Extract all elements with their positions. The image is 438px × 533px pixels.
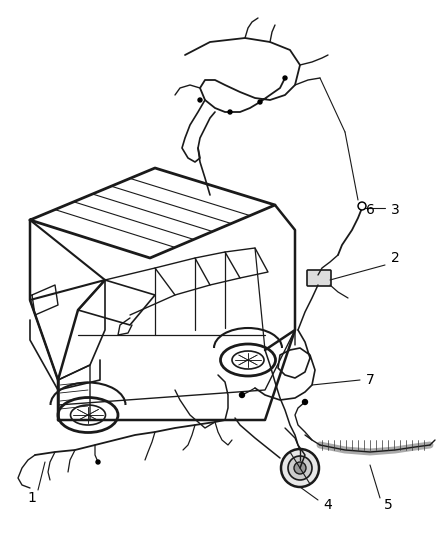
Circle shape xyxy=(360,204,364,208)
Text: 5: 5 xyxy=(384,498,392,512)
Circle shape xyxy=(303,400,307,405)
Text: 3: 3 xyxy=(391,203,399,217)
Text: 1: 1 xyxy=(28,491,36,505)
Circle shape xyxy=(228,110,232,114)
Circle shape xyxy=(258,100,262,104)
Circle shape xyxy=(358,202,366,210)
Text: 6: 6 xyxy=(366,203,374,217)
Circle shape xyxy=(283,76,287,80)
Circle shape xyxy=(96,460,100,464)
Text: 2: 2 xyxy=(391,251,399,265)
Ellipse shape xyxy=(281,449,319,487)
Ellipse shape xyxy=(288,456,312,480)
FancyBboxPatch shape xyxy=(307,270,331,286)
Text: 7: 7 xyxy=(366,373,374,387)
Ellipse shape xyxy=(294,462,306,474)
Text: 4: 4 xyxy=(324,498,332,512)
Circle shape xyxy=(198,98,202,102)
Circle shape xyxy=(240,392,244,398)
